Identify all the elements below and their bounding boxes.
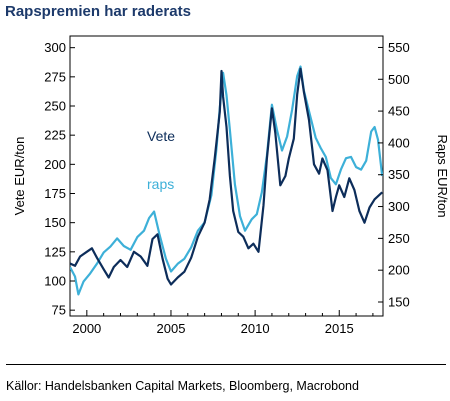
- x-tick-label: 2010: [241, 321, 270, 336]
- left-tick-label: 300: [44, 40, 66, 55]
- source-note: Källor: Handelsbanken Capital Markets, B…: [6, 379, 359, 393]
- series-label-vete: Vete: [147, 128, 175, 144]
- right-tick-label: 200: [388, 263, 410, 278]
- right-tick-label: 550: [388, 40, 410, 55]
- right-tick-label: 150: [388, 295, 410, 310]
- left-tick-label: 275: [44, 69, 66, 84]
- left-tick-label: 100: [44, 274, 66, 289]
- left-tick-label: 250: [44, 99, 66, 114]
- right-axis-label: Raps EUR/ton: [435, 134, 450, 217]
- left-axis-label: Vete EUR/ton: [12, 137, 27, 216]
- divider: [6, 364, 446, 365]
- left-tick-label: 200: [44, 157, 66, 172]
- right-tick-label: 250: [388, 231, 410, 246]
- right-tick-label: 400: [388, 135, 410, 150]
- left-tick-label: 175: [44, 186, 66, 201]
- series-line-raps: [70, 67, 382, 295]
- chart-svg: 75 100 125 150 175 200 225 250 275 300 150 200 250 3…: [0, 0, 450, 360]
- right-tick-label: 300: [388, 199, 410, 214]
- plot-frame: [70, 36, 383, 316]
- series-layer: [70, 67, 382, 295]
- x-tick-label: 2005: [157, 321, 186, 336]
- series-label-raps: raps: [147, 176, 174, 192]
- right-tick-label: 450: [388, 104, 410, 119]
- left-tick-label: 75: [52, 303, 66, 318]
- right-tick-label: 350: [388, 167, 410, 182]
- right-tick-label: 500: [388, 72, 410, 87]
- x-tick-label: 2015: [325, 321, 354, 336]
- left-tick-label: 225: [44, 128, 66, 143]
- x-tick-label: 2000: [72, 321, 101, 336]
- left-tick-label: 125: [44, 244, 66, 259]
- x-axis: 2000 2005 2010 2015: [70, 310, 373, 336]
- left-tick-label: 150: [44, 215, 66, 230]
